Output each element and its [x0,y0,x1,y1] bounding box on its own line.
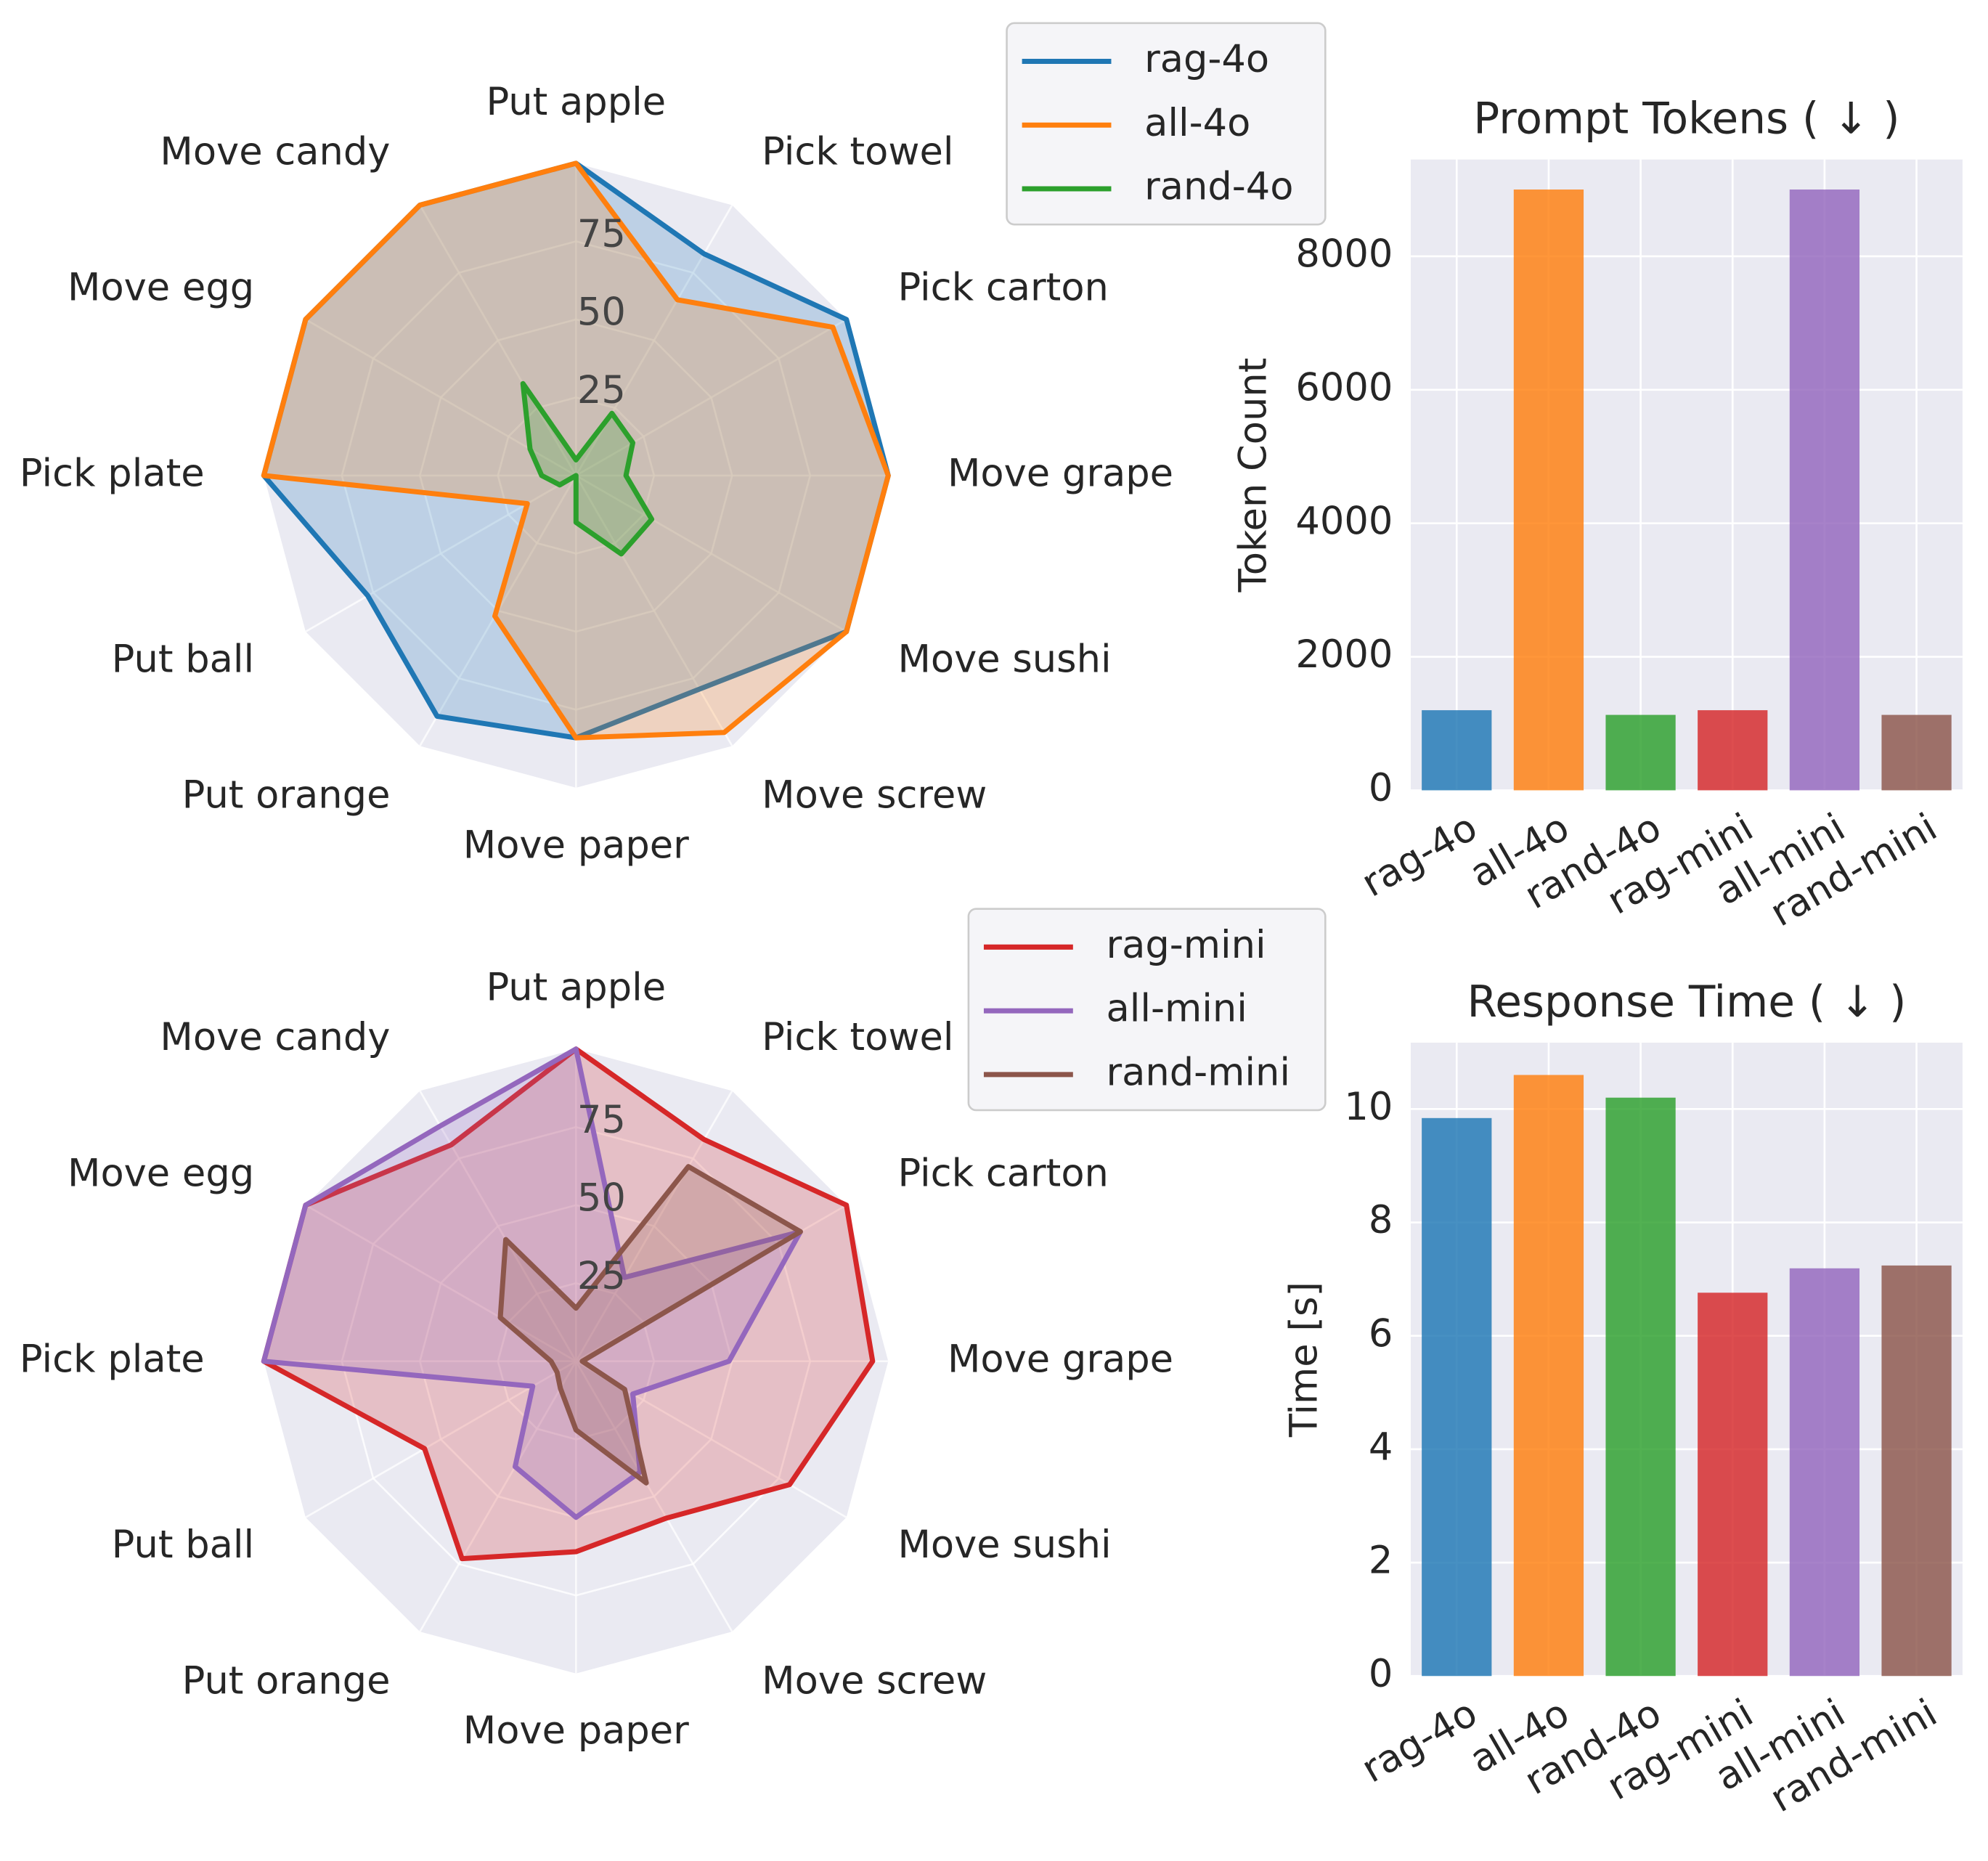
spoke [419,1361,577,1632]
category-label: Move egg [68,1152,254,1196]
y-tick-label: 0 [1369,766,1393,810]
category-label: Move paper [463,823,689,867]
series-line [497,1164,803,1486]
y-tick-label: 8000 [1295,232,1393,277]
r-tick-label: 50 [577,290,626,335]
r-tick-label: 75 [577,212,626,256]
bar [1698,710,1768,791]
spoke [419,204,577,476]
y-tick-label: 4 [1369,1425,1393,1470]
category-label: Put ball [112,1523,254,1567]
series-line [261,160,891,741]
category-label: Put apple [486,966,666,1010]
spoke [575,1090,733,1362]
series-area [500,1166,801,1483]
category-label: Move screw [762,1659,987,1703]
category-label: Move grape [948,452,1173,496]
category-label: Move egg [68,266,254,310]
category-label: Move screw [762,773,987,818]
category-label: Pick plate [20,452,205,496]
bar [1698,1292,1768,1677]
legend-label: rand-4o [1144,165,1293,209]
y-tick-label: 0 [1369,1652,1393,1696]
spoke [305,1204,577,1362]
category-label: Pick carton [897,266,1108,310]
bar [1422,1117,1492,1677]
category-label: Put orange [182,773,391,818]
spoke [305,474,577,633]
bar [1605,714,1676,791]
x-tick-label: rag-4o [1354,1691,1484,1792]
chart-title: Prompt Tokens ( ↓ ) [1473,94,1899,144]
category-label: Pick plate [20,1337,205,1381]
spoke [575,318,847,477]
category-label: Pick towel [762,1015,953,1059]
legend-label: rand-mini [1106,1050,1290,1094]
legend-label: all-4o [1144,101,1250,145]
legend-box [967,908,1327,1112]
y-tick-label: 10 [1344,1085,1393,1129]
r-tick-label: 25 [577,368,626,412]
legend-label: all-mini [1106,987,1247,1031]
legend-box [1006,22,1327,226]
category-label: Pick carton [897,1152,1108,1196]
chart-title: Response Time ( ↓ ) [1467,977,1906,1027]
category-label: Move candy [160,1015,390,1059]
category-label: Move paper [463,1709,689,1753]
spoke [419,1090,577,1362]
legend-label: rag-mini [1106,923,1266,967]
category-label: Put ball [112,637,254,681]
category-label: Move sushi [897,1523,1111,1567]
bar [1789,190,1860,791]
bar [1513,190,1584,791]
series-area [264,1048,801,1518]
plot-background [1410,1042,1963,1677]
bar [1605,1097,1676,1677]
r-tick-label: 50 [577,1176,626,1220]
bar [1513,1075,1584,1677]
y-tick-label: 8 [1369,1198,1393,1242]
y-tick-label: 6000 [1295,365,1393,410]
category-label: Pick towel [762,129,953,174]
y-axis-label: Token Count [1231,358,1275,593]
category-label: Put apple [486,80,666,124]
r-tick-label: 75 [577,1098,626,1142]
bar [1789,1268,1860,1677]
category-label: Move candy [160,129,390,174]
bar [1881,714,1952,791]
spoke [575,475,733,746]
y-tick-label: 2000 [1295,632,1393,677]
plot-background [1410,159,1963,791]
r-tick-label: 25 [577,1254,626,1298]
bar [1881,1265,1952,1677]
series-area [264,163,889,738]
legend-label: rag-4o [1144,37,1269,81]
series-line [520,380,655,557]
spoke [575,204,733,476]
category-label: Move sushi [897,637,1111,681]
y-tick-label: 2 [1369,1539,1393,1583]
x-tick-label: rag-4o [1354,805,1484,906]
y-tick-label: 4000 [1295,499,1393,543]
spoke [575,1361,733,1632]
spoke [575,474,847,633]
bar [1422,710,1492,791]
category-label: Put orange [182,1659,391,1703]
y-axis-label: Time [s] [1282,1282,1327,1438]
y-tick-label: 6 [1369,1311,1393,1356]
category-label: Move grape [948,1337,1173,1381]
